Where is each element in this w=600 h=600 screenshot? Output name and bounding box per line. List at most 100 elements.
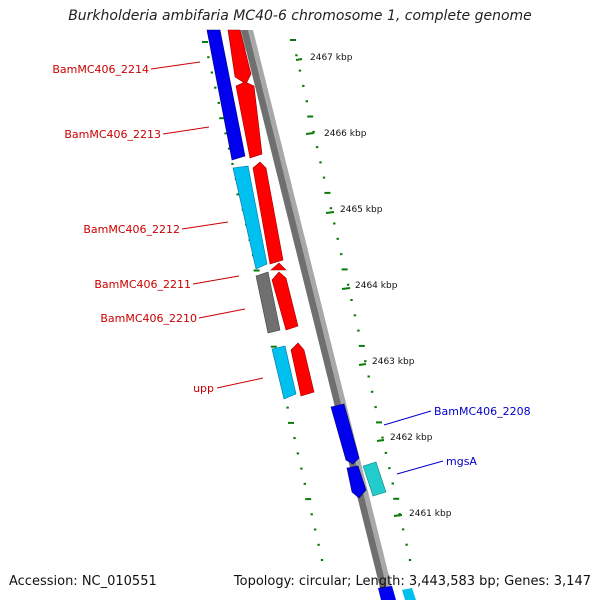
leader-2213 [162,126,210,135]
gene-label-2208[interactable]: BamMC406_2208 [434,405,531,418]
gene-arrow-mgsA-teal[interactable] [362,461,387,497]
track-dot [398,513,401,516]
track-dot [393,497,400,500]
genome-summary-text: Topology: circular; Length: 3,443,583 bp… [233,574,591,589]
gene-arrow-upp-reverse[interactable] [271,345,297,400]
track-dot [374,406,377,409]
gene-leaders [150,61,444,475]
leader-2211 [192,275,240,285]
track-dot [322,176,326,179]
kbp-scale: 2467 kbp 2466 kbp 2465 kbp 2464 kbp 2463… [295,53,452,519]
track-dot [302,84,305,87]
track-dot [312,130,315,133]
kbp-label-2464: 2464 kbp [355,281,398,291]
gene-arrow-bottom-blue[interactable] [378,586,396,600]
track-dot [350,299,353,301]
kbp-label-2462: 2462 kbp [390,433,433,443]
track-dot [340,253,343,256]
track-dot [207,56,210,59]
track-dot [270,345,277,348]
kbp-tick-2466 [305,132,315,135]
track-dot [288,421,294,424]
track-dot [336,237,339,240]
kbp-tick-2465 [325,211,335,214]
kbp-tick-2461 [393,514,403,517]
track-dot [329,207,333,210]
gene-arrow-2211-forward[interactable] [270,262,287,271]
track-dot [320,559,324,561]
accession-text: Accession: NC_010551 [9,574,157,589]
track-dot [310,513,313,516]
track-dot [317,543,320,546]
track-dot [217,101,220,104]
gene-arrow-2211-grey[interactable] [255,271,281,334]
gene-arrow-2214-forward[interactable] [227,29,252,85]
map-title: Burkholderia ambifaria MC40-6 chromosome… [68,8,532,24]
track-dot [253,269,260,272]
track-dot [358,344,365,347]
leader-2208 [383,410,432,426]
track-dot [315,146,319,149]
track-dot [353,314,357,317]
track-dot [319,161,322,164]
gene-label-2214[interactable]: BamMC406_2214 [52,63,149,76]
track-dot [381,436,384,439]
kbp-label-2463: 2463 kbp [372,357,415,367]
gene-label-2210[interactable]: BamMC406_2210 [100,312,197,325]
track-dot [408,559,412,561]
gene-arrow-2212-forward[interactable] [252,161,284,265]
gene-arrow-2210-forward[interactable] [271,271,299,331]
track-dot [231,162,234,165]
kbp-tick-2462 [376,439,385,442]
track-dot [376,421,382,424]
track-dot [384,451,388,454]
reverse-genes [206,29,416,600]
gene-arrow-2213-forward[interactable] [235,81,263,159]
right-dotted-track [290,39,412,561]
gene-label-upp[interactable]: upp [193,382,214,395]
leader-2214 [150,61,201,70]
track-dot [357,329,360,332]
track-dot [370,390,374,393]
gene-arrow-2208[interactable] [330,403,360,465]
kbp-label-2461: 2461 kbp [409,509,452,519]
leader-upp [216,377,264,389]
track-dot [401,528,405,531]
leader-2212 [181,221,229,230]
track-dot [300,467,303,470]
track-dot [202,41,208,43]
kbp-label-2467: 2467 kbp [310,53,353,63]
gene-arrow-upp-forward[interactable] [290,342,315,397]
leader-mgsA [396,460,444,475]
track-dot [405,543,408,546]
track-dot [286,406,289,409]
track-dot [210,71,214,74]
gene-label-2212[interactable]: BamMC406_2212 [83,223,180,236]
track-dot [305,498,312,501]
track-dot [367,375,370,378]
track-dot [293,437,296,440]
track-dot [214,86,217,89]
track-dot [313,528,317,531]
track-dot [227,147,231,150]
gene-arrow-mgsA[interactable] [346,465,367,499]
gene-arrow-2214-2213-reverse[interactable] [206,29,246,161]
gene-arrow-2212-reverse[interactable] [232,165,268,270]
track-dot [364,360,367,363]
track-dot [224,132,227,135]
track-dot [290,39,296,41]
track-dot [333,222,336,225]
forward-genes [227,29,315,397]
track-dot [346,283,350,286]
track-dot [305,100,308,103]
track-dot [388,467,391,470]
track-dot [303,482,306,485]
gene-labels: BamMC406_2214 BamMC406_2213 BamMC406_221… [52,63,530,468]
gene-arrow-bottom-cyan[interactable] [402,588,416,600]
gene-label-2211[interactable]: BamMC406_2211 [94,278,191,291]
leader-2210 [198,308,246,319]
gene-label-2213[interactable]: BamMC406_2213 [64,128,161,141]
gene-label-mgsA[interactable]: mgsA [446,455,477,468]
track-dot [298,69,302,72]
track-dot [219,117,226,120]
